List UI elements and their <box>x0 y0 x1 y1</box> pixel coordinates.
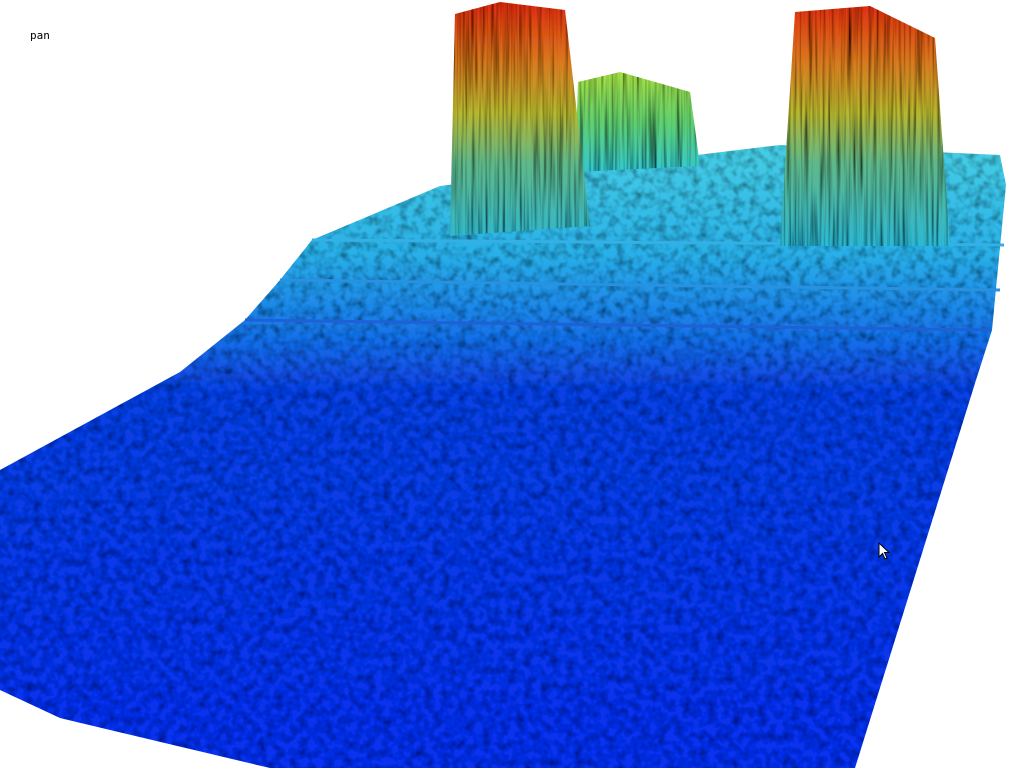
surface-peak-tower-right <box>780 6 950 246</box>
mouse-cursor-icon <box>878 542 891 560</box>
terrace-ridge-2 <box>279 278 1001 292</box>
surface-peak-block-green <box>575 72 700 172</box>
surface-peak-tower-left <box>450 2 590 236</box>
terrace-ridge-1 <box>244 318 991 332</box>
interaction-mode-label: pan <box>30 29 50 42</box>
surface-base-plane <box>0 145 1006 768</box>
